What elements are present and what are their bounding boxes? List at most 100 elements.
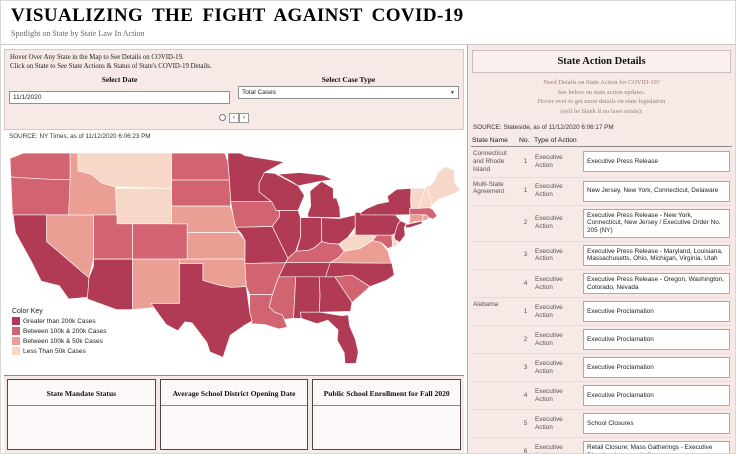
panel-state-mandate-status[interactable]: State Mandate Status (7, 379, 156, 451)
state-TX[interactable] (150, 263, 253, 359)
state-MA[interactable] (409, 207, 438, 220)
table-row: 2 Executive Action Executive Proclamation (471, 325, 732, 355)
action-detail-cell[interactable]: Executive Press Release - New York, Conn… (583, 208, 730, 238)
date-input[interactable] (9, 91, 230, 105)
action-source: SOURCE: Stateside, as of 11/12/2020 6:06… (473, 124, 614, 132)
filter-controls: Select Date Select Case Type Total Cases… (5, 73, 463, 106)
action-number-cell: 1 (518, 146, 533, 178)
state-KS[interactable] (186, 232, 246, 260)
color-key: Color Key Greater than 200k Cases Between… (12, 308, 106, 357)
action-number-cell: 6 (518, 437, 533, 453)
state-OR[interactable] (10, 176, 72, 216)
col-state-name: State Name (471, 135, 518, 148)
action-detail-cell[interactable]: Retail Closure; Mass Gatherings - Execut… (583, 441, 730, 453)
action-detail-cell[interactable]: New Jersey, New York, Connecticut, Delaw… (583, 180, 730, 202)
action-type-cell: Executive Action (533, 205, 581, 242)
state-WI[interactable] (258, 172, 305, 212)
note-line: (will be blank if no laws exists): (560, 107, 643, 115)
state-name-cell (471, 241, 518, 270)
action-type-cell: Executive Action (533, 353, 581, 383)
action-detail-cell[interactable]: Executive Press Release - Oregon, Washin… (583, 272, 730, 295)
state-IA[interactable] (230, 201, 280, 229)
state-NY[interactable] (360, 188, 412, 216)
us-map[interactable] (4, 146, 464, 367)
action-detail-cell[interactable]: Executive Press Release - Maryland, Loui… (583, 244, 730, 266)
table-row: 2 Executive Action Executive Press Release… (471, 205, 732, 242)
action-table-body: Connecticut and Rhode Island 1 Executive A… (471, 146, 732, 453)
action-number-cell: 3 (518, 241, 533, 270)
action-detail: Executive Press Release (581, 146, 732, 178)
select-date-label: Select Date (101, 75, 138, 85)
action-number-cell: 2 (518, 205, 533, 242)
legend-swatch-icon (12, 347, 20, 356)
table-row: 5 Executive Action School Closures (471, 409, 732, 439)
instruction-line-1: Hover Over Any State in the Map to See D… (10, 54, 184, 61)
action-detail-cell[interactable]: Executive Press Release (583, 151, 730, 173)
state-name-cell (471, 325, 518, 355)
case-type-dropdown[interactable]: Total Cases ▼ (238, 86, 459, 100)
legend-swatch-icon (12, 337, 20, 346)
next-date-button[interactable]: › (239, 112, 249, 123)
map-container: Color Key Greater than 200k Cases Between… (4, 143, 464, 375)
action-detail-cell[interactable]: Executive Proclamation (583, 301, 730, 323)
state-FL[interactable] (300, 312, 359, 365)
action-detail-cell[interactable]: Executive Proclamation (583, 357, 730, 379)
legend-label: Between 100k & 50k Cases (23, 337, 103, 345)
panel-title: Public School Enrollment for Fall 2020 (313, 380, 461, 407)
note-line: See below on state action updates. (557, 88, 646, 96)
state-MI[interactable] (276, 172, 334, 187)
page-indicator-icon[interactable] (219, 114, 226, 122)
state-PA[interactable] (354, 212, 401, 236)
action-type-cell: Executive Action (533, 269, 581, 299)
panel-body (8, 406, 155, 449)
action-detail-cell[interactable]: Executive Proclamation (583, 329, 730, 351)
prev-date-button[interactable]: ‹ (229, 112, 239, 123)
action-detail: New Jersey, New York, Connecticut, Delaw… (581, 177, 732, 206)
action-type-cell: Executive Action (533, 325, 581, 355)
table-row: Connecticut and Rhode Island 1 Executive A… (471, 146, 732, 178)
instruction-line-2: Click on State to See State Actions & St… (10, 63, 212, 71)
color-key-title: Color Key (12, 308, 43, 316)
state-SD[interactable] (171, 180, 232, 207)
state-WY[interactable] (115, 188, 172, 225)
state-WA[interactable] (9, 153, 71, 181)
table-row: 4 Executive Action Executive Press Release… (471, 269, 732, 299)
legend-item[interactable]: Greater than 200k Cases (12, 317, 106, 326)
case-type-control: Select Case Type Total Cases ▼ (234, 73, 463, 106)
bottom-panels: State Mandate Status Average School Dist… (4, 375, 464, 454)
panel-public-school-enrollment[interactable]: Public School Enrollment for Fall 2020 (312, 379, 462, 451)
legend-item[interactable]: Less Than 50k Cases (12, 347, 106, 356)
panel-average-school-district-opening-date[interactable]: Average School District Opening Date (159, 379, 309, 451)
action-type-cell: Executive Action (533, 297, 581, 327)
state-VT[interactable] (410, 188, 426, 210)
note-line: Hover over to get more details on state … (537, 98, 666, 106)
map-source: SOURCE: NY Times, as of 11/12/2020 6:06:… (9, 133, 151, 141)
state-NM[interactable] (132, 259, 180, 311)
action-detail-cell[interactable]: School Closures (583, 413, 730, 435)
action-number-cell: 1 (518, 297, 533, 327)
action-detail-cell[interactable]: Executive Proclamation (583, 385, 730, 407)
table-row: Multi-State Agreement 1 Executive Action Ne… (471, 177, 732, 206)
legend-item[interactable]: Between 100k & 50k Cases (12, 337, 106, 346)
case-type-value: Total Cases (242, 89, 276, 97)
state-name-cell: Multi-State Agreement (471, 177, 518, 206)
state-NY[interactable] (405, 221, 423, 229)
state-ME[interactable] (425, 166, 462, 207)
state-MI[interactable] (307, 181, 341, 219)
state-CO[interactable] (132, 223, 188, 260)
state-name-cell (471, 381, 518, 411)
action-detail: Executive Proclamation (581, 297, 732, 327)
date-control: Select Date (5, 73, 234, 106)
action-detail: Executive Press Release - New York, Conn… (581, 205, 732, 242)
state-name-cell: Alabama (471, 297, 518, 327)
legend-item[interactable]: Between 100k & 200k Cases (12, 327, 106, 336)
state-AZ[interactable] (86, 259, 133, 311)
action-type-cell: Executive Action (533, 177, 581, 206)
state-action-details-section: State Action Details Need Details on Sta… (467, 45, 735, 453)
state-action-details-title: State Action Details (472, 50, 731, 73)
action-detail: School Closures (581, 409, 732, 439)
state-ND[interactable] (171, 153, 230, 181)
state-name-cell (471, 437, 518, 453)
